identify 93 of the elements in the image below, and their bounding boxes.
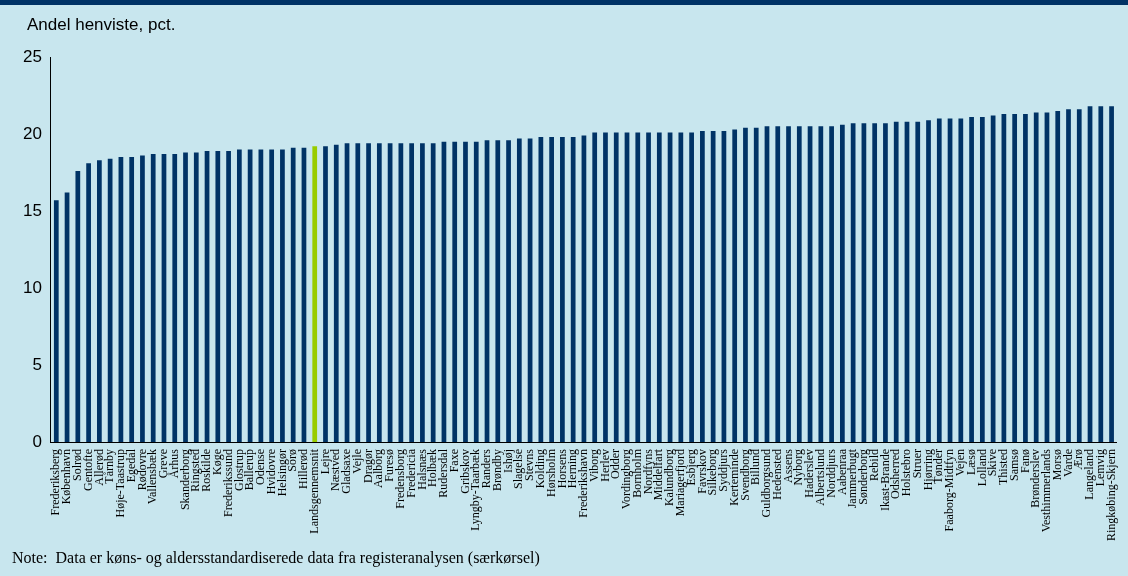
bar [495, 140, 501, 442]
bar [463, 141, 468, 442]
x-tick-label: Hvidovre [263, 449, 278, 495]
bar [829, 126, 834, 442]
bar [979, 117, 985, 442]
bar [129, 157, 135, 442]
bar [538, 137, 544, 442]
bar [915, 121, 921, 442]
bar [409, 143, 415, 442]
x-tick-label: Frederiksberg [48, 449, 63, 516]
bar [150, 154, 156, 442]
x-tick-label: Nyborg [791, 449, 806, 486]
bar [818, 126, 824, 442]
bar [107, 158, 113, 442]
bar [743, 127, 748, 442]
x-tick-label: Lyngby-Taarbæk [468, 449, 483, 531]
x-tick-label: Herning [565, 449, 580, 489]
bar [226, 150, 231, 442]
bar [355, 143, 361, 442]
bar [280, 149, 285, 442]
bar [140, 155, 145, 442]
bar [1076, 109, 1082, 442]
bar [420, 143, 425, 442]
bar [53, 200, 59, 442]
bar [269, 149, 275, 442]
x-tick-label: Silkeborg [705, 449, 720, 496]
bar [215, 150, 221, 442]
bar [323, 146, 328, 442]
x-tick-label: Glostrup [231, 449, 246, 491]
bar [883, 123, 888, 442]
bar [635, 132, 641, 442]
bar [516, 138, 522, 442]
bar [236, 149, 242, 442]
bar [732, 129, 738, 442]
bar [430, 143, 436, 442]
x-tick-label: Albertslund [812, 449, 827, 506]
y-axis-title: Andel henviste, pct. [27, 15, 176, 35]
bar [473, 141, 479, 442]
bar [958, 118, 964, 442]
bar [850, 123, 856, 442]
text: Note: Data er køns- og aldersstandardiserede data fra registeranalysen (særkørsel) [12, 549, 540, 567]
x-tick-label: Nordfyns [640, 448, 655, 495]
bar [646, 132, 651, 442]
y-tick-label: 10 [22, 277, 42, 297]
y-tick-label: 25 [22, 46, 42, 66]
bar [549, 137, 554, 442]
bar [710, 130, 716, 442]
x-tick-label: Jammerbugt [845, 448, 860, 509]
bar [592, 132, 598, 442]
bar [786, 126, 791, 442]
bar [290, 147, 296, 442]
bar [183, 152, 188, 442]
bar [840, 124, 845, 442]
y-tick-label: 15 [22, 200, 42, 220]
bar [1066, 109, 1071, 442]
bar [926, 120, 931, 442]
bar [97, 160, 102, 442]
bar [312, 146, 318, 442]
y-tick-label: 5 [32, 354, 42, 374]
bar [1109, 106, 1114, 442]
bar [193, 152, 199, 442]
bar [75, 170, 81, 442]
bar [1033, 112, 1039, 442]
bar [560, 137, 565, 442]
bar [1012, 113, 1018, 442]
bar [700, 130, 705, 442]
bar [172, 154, 178, 442]
bar [452, 141, 458, 442]
bar [753, 127, 759, 442]
y-tick-label: 20 [22, 123, 42, 143]
bar [656, 132, 662, 442]
bar [86, 163, 91, 442]
bar [969, 117, 974, 442]
bar [775, 126, 781, 442]
bar [1055, 110, 1061, 442]
bar [893, 121, 899, 442]
bar [366, 143, 371, 442]
bar [1098, 106, 1104, 442]
bar [872, 123, 878, 442]
y-tick-label: 0 [32, 431, 42, 451]
bar [613, 132, 619, 442]
bar [333, 144, 339, 442]
bar [1023, 113, 1028, 442]
bar [603, 132, 608, 442]
x-tick-label: Kalundborg [662, 449, 677, 507]
bar [689, 132, 694, 442]
bar [376, 143, 382, 442]
bar [678, 132, 684, 442]
bar [570, 137, 576, 442]
bar [936, 118, 942, 442]
bar [796, 126, 802, 442]
bar [506, 140, 511, 442]
x-tick-label: Svendborg [737, 449, 752, 501]
